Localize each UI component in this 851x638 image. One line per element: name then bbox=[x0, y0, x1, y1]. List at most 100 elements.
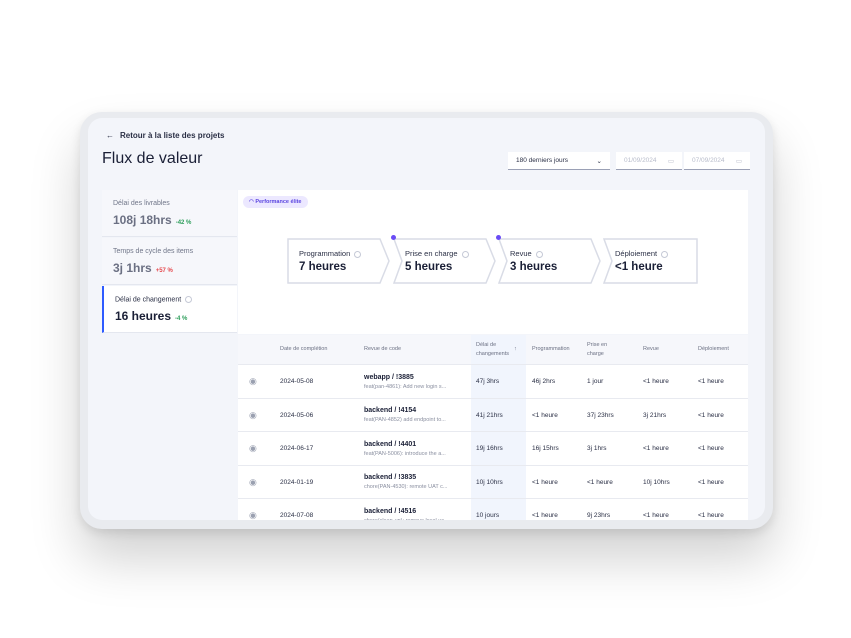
cell-programmation: 16j 15hrs bbox=[532, 445, 559, 452]
step-value: <1 heure bbox=[615, 261, 663, 273]
eye-icon[interactable]: ◉ bbox=[249, 443, 257, 453]
info-icon[interactable] bbox=[354, 250, 362, 258]
cell-revue: <1 heure bbox=[643, 445, 669, 452]
cell-repo[interactable]: backend / !4154 bbox=[364, 407, 417, 414]
cell-message: chore(clean-up): remove local us... bbox=[364, 518, 459, 521]
cell-message: feat(pan-4861): Add new login s... bbox=[364, 383, 447, 390]
range-select[interactable]: 180 derniers jours ⌄ bbox=[508, 152, 610, 170]
calendar-icon: ▭ bbox=[735, 158, 742, 165]
sort-arrow-up-icon[interactable]: ↑ bbox=[514, 346, 517, 353]
flow-step[interactable]: Programmation 7 heures bbox=[287, 238, 390, 284]
cell-repo[interactable]: backend / !3835 bbox=[364, 474, 417, 481]
step-shape bbox=[287, 238, 390, 284]
info-icon[interactable] bbox=[535, 250, 543, 258]
table-row[interactable]: ◉ 2024-05-08 webapp / !3885 feat(pan-4861… bbox=[238, 364, 748, 398]
arrow-left-icon: ← bbox=[106, 131, 114, 140]
step-value: 5 heures bbox=[405, 261, 453, 273]
metric-delta: -42 % bbox=[175, 220, 192, 226]
metric-label: Temps de cycle des items bbox=[113, 248, 194, 255]
cell-deploy: <1 heure bbox=[698, 478, 724, 486]
app-screen: ← Retour à la liste des projets Flux de v… bbox=[88, 118, 765, 520]
flow-step[interactable]: Prise en charge 5 heures bbox=[391, 235, 496, 284]
step-label: Prise en charge bbox=[405, 249, 458, 258]
col-programmation[interactable]: Programmation bbox=[532, 346, 570, 353]
metric-delta: +57 % bbox=[155, 268, 173, 274]
cell-message: chore(PAN-4530): remote UAT c... bbox=[364, 484, 448, 490]
cell-programmation: <1 heure bbox=[532, 478, 558, 486]
changes-table: Date de complétion Revue de code Délai d… bbox=[238, 335, 748, 520]
start-date-input[interactable]: 01/09/2024 ▭ bbox=[616, 152, 682, 170]
info-icon[interactable] bbox=[461, 250, 469, 258]
cell-prise: <1 heure bbox=[587, 478, 613, 486]
cell-deploy: <1 heure bbox=[698, 445, 724, 452]
table-row[interactable]: ◉ 2024-06-17 backend / !4401 feat(PAN-500… bbox=[238, 431, 748, 465]
step-label: Programmation bbox=[299, 249, 351, 258]
eye-icon[interactable]: ◉ bbox=[249, 409, 257, 420]
cell-deploy: <1 heure bbox=[698, 411, 724, 419]
cell-revue: 3j 21hrs bbox=[643, 411, 667, 419]
step-value: 3 heures bbox=[510, 261, 558, 273]
metric-value: 3j 1hrs bbox=[113, 261, 152, 275]
metric-card[interactable]: Temps de cycle des items 3j 1hrs +57 % bbox=[102, 238, 237, 285]
flow-panel: ◠ Performance élite Programmation 7 heur… bbox=[238, 190, 748, 334]
metric-card[interactable]: Délai des livrables 108j 18hrs -42 % bbox=[102, 190, 237, 237]
cell-lead-time: 47j 3hrs bbox=[476, 378, 500, 385]
cell-repo[interactable]: backend / !4401 bbox=[364, 440, 417, 448]
start-date-value: 01/09/2024 bbox=[624, 157, 657, 164]
page-title: Flux de valeur bbox=[102, 150, 203, 167]
marker-dot bbox=[391, 235, 396, 240]
gauge-icon: ◠ bbox=[249, 199, 256, 205]
eye-icon[interactable]: ◉ bbox=[249, 510, 257, 520]
col-date[interactable]: Date de complétion bbox=[280, 346, 328, 353]
step-shape bbox=[498, 238, 601, 284]
end-date-value: 07/09/2024 bbox=[692, 157, 725, 164]
table-row[interactable]: ◉ 2024-07-08 backend / !4516 chore(clean-… bbox=[238, 498, 748, 520]
step-shape bbox=[603, 238, 698, 284]
metric-delta: -4 % bbox=[175, 316, 188, 323]
col-prise[interactable]: Prise en charge bbox=[587, 342, 608, 357]
calendar-icon: ▭ bbox=[667, 158, 674, 165]
cell-repo[interactable]: backend / !4516 bbox=[364, 507, 417, 515]
eye-icon[interactable]: ◉ bbox=[249, 376, 257, 386]
table-row[interactable]: ◉ 2024-05-06 backend / !4154 feat(PAN-485… bbox=[238, 397, 748, 432]
end-date-input[interactable]: 07/09/2024 ▭ bbox=[684, 152, 750, 170]
metric-value: 16 heures bbox=[115, 309, 172, 324]
back-link[interactable]: ← Retour à la liste des projets bbox=[106, 131, 224, 140]
back-link-label: Retour à la liste des projets bbox=[120, 131, 225, 140]
table-row[interactable]: ◉ 2024-01-19 backend / !3835 chore(PAN-45… bbox=[238, 464, 748, 499]
col-deploy[interactable]: Déploiement bbox=[698, 346, 729, 353]
cell-revue: 10j 10hrs bbox=[643, 478, 670, 486]
flow-step[interactable]: Déploiement <1 heure bbox=[603, 238, 698, 284]
cell-date: 2024-05-06 bbox=[280, 411, 314, 419]
cell-programmation: <1 heure bbox=[532, 512, 558, 519]
col-lead-time[interactable]: Délai de changements bbox=[476, 342, 510, 357]
flow-step[interactable]: Revue 3 heures bbox=[496, 235, 601, 284]
cell-date: 2024-01-19 bbox=[280, 478, 314, 486]
cell-repo[interactable]: webapp / !3885 bbox=[364, 373, 414, 381]
cell-date: 2024-06-17 bbox=[280, 445, 314, 452]
info-icon[interactable] bbox=[185, 296, 193, 303]
cell-prise: 3j 1hrs bbox=[587, 445, 607, 452]
metric-label: Délai de changement bbox=[115, 296, 182, 304]
badge-label: Performance élite bbox=[255, 199, 302, 205]
col-revue[interactable]: Revue bbox=[643, 346, 659, 353]
metric-label: Délai des livrables bbox=[113, 200, 170, 207]
cell-prise: 1 jour bbox=[587, 378, 604, 385]
cell-deploy: <1 heure bbox=[698, 378, 724, 385]
chevron-down-icon: ⌄ bbox=[596, 158, 602, 165]
cell-date: 2024-05-08 bbox=[280, 378, 314, 385]
step-label: Déploiement bbox=[615, 249, 658, 258]
cell-message: feat(PAN-5006): introduce the a... bbox=[364, 450, 446, 457]
info-icon[interactable] bbox=[661, 250, 669, 258]
metric-card-selected[interactable]: Délai de changement 16 heures -4 % bbox=[102, 286, 237, 333]
step-value: 7 heures bbox=[299, 261, 347, 273]
marker-dot bbox=[496, 235, 501, 240]
metric-value: 108j 18hrs bbox=[113, 213, 172, 227]
range-value: 180 derniers jours bbox=[516, 157, 569, 164]
cell-programmation: <1 heure bbox=[532, 411, 558, 419]
cell-prise: 9j 23hrs bbox=[587, 512, 611, 519]
eye-icon[interactable]: ◉ bbox=[249, 476, 257, 487]
cell-deploy: <1 heure bbox=[698, 512, 724, 519]
col-review[interactable]: Revue de code bbox=[364, 346, 401, 353]
cell-message: feat(PAN-4852) add endpoint to... bbox=[364, 417, 446, 423]
